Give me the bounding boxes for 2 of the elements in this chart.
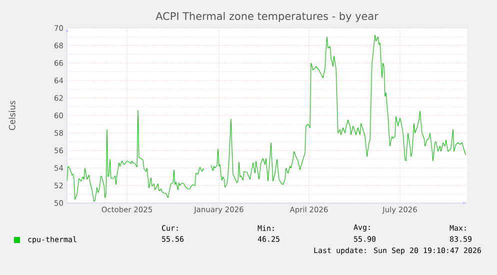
y-axis-title: Celsius (8, 100, 16, 130)
chart-title: ACPI Thermal zone temperatures - by year (156, 12, 378, 22)
